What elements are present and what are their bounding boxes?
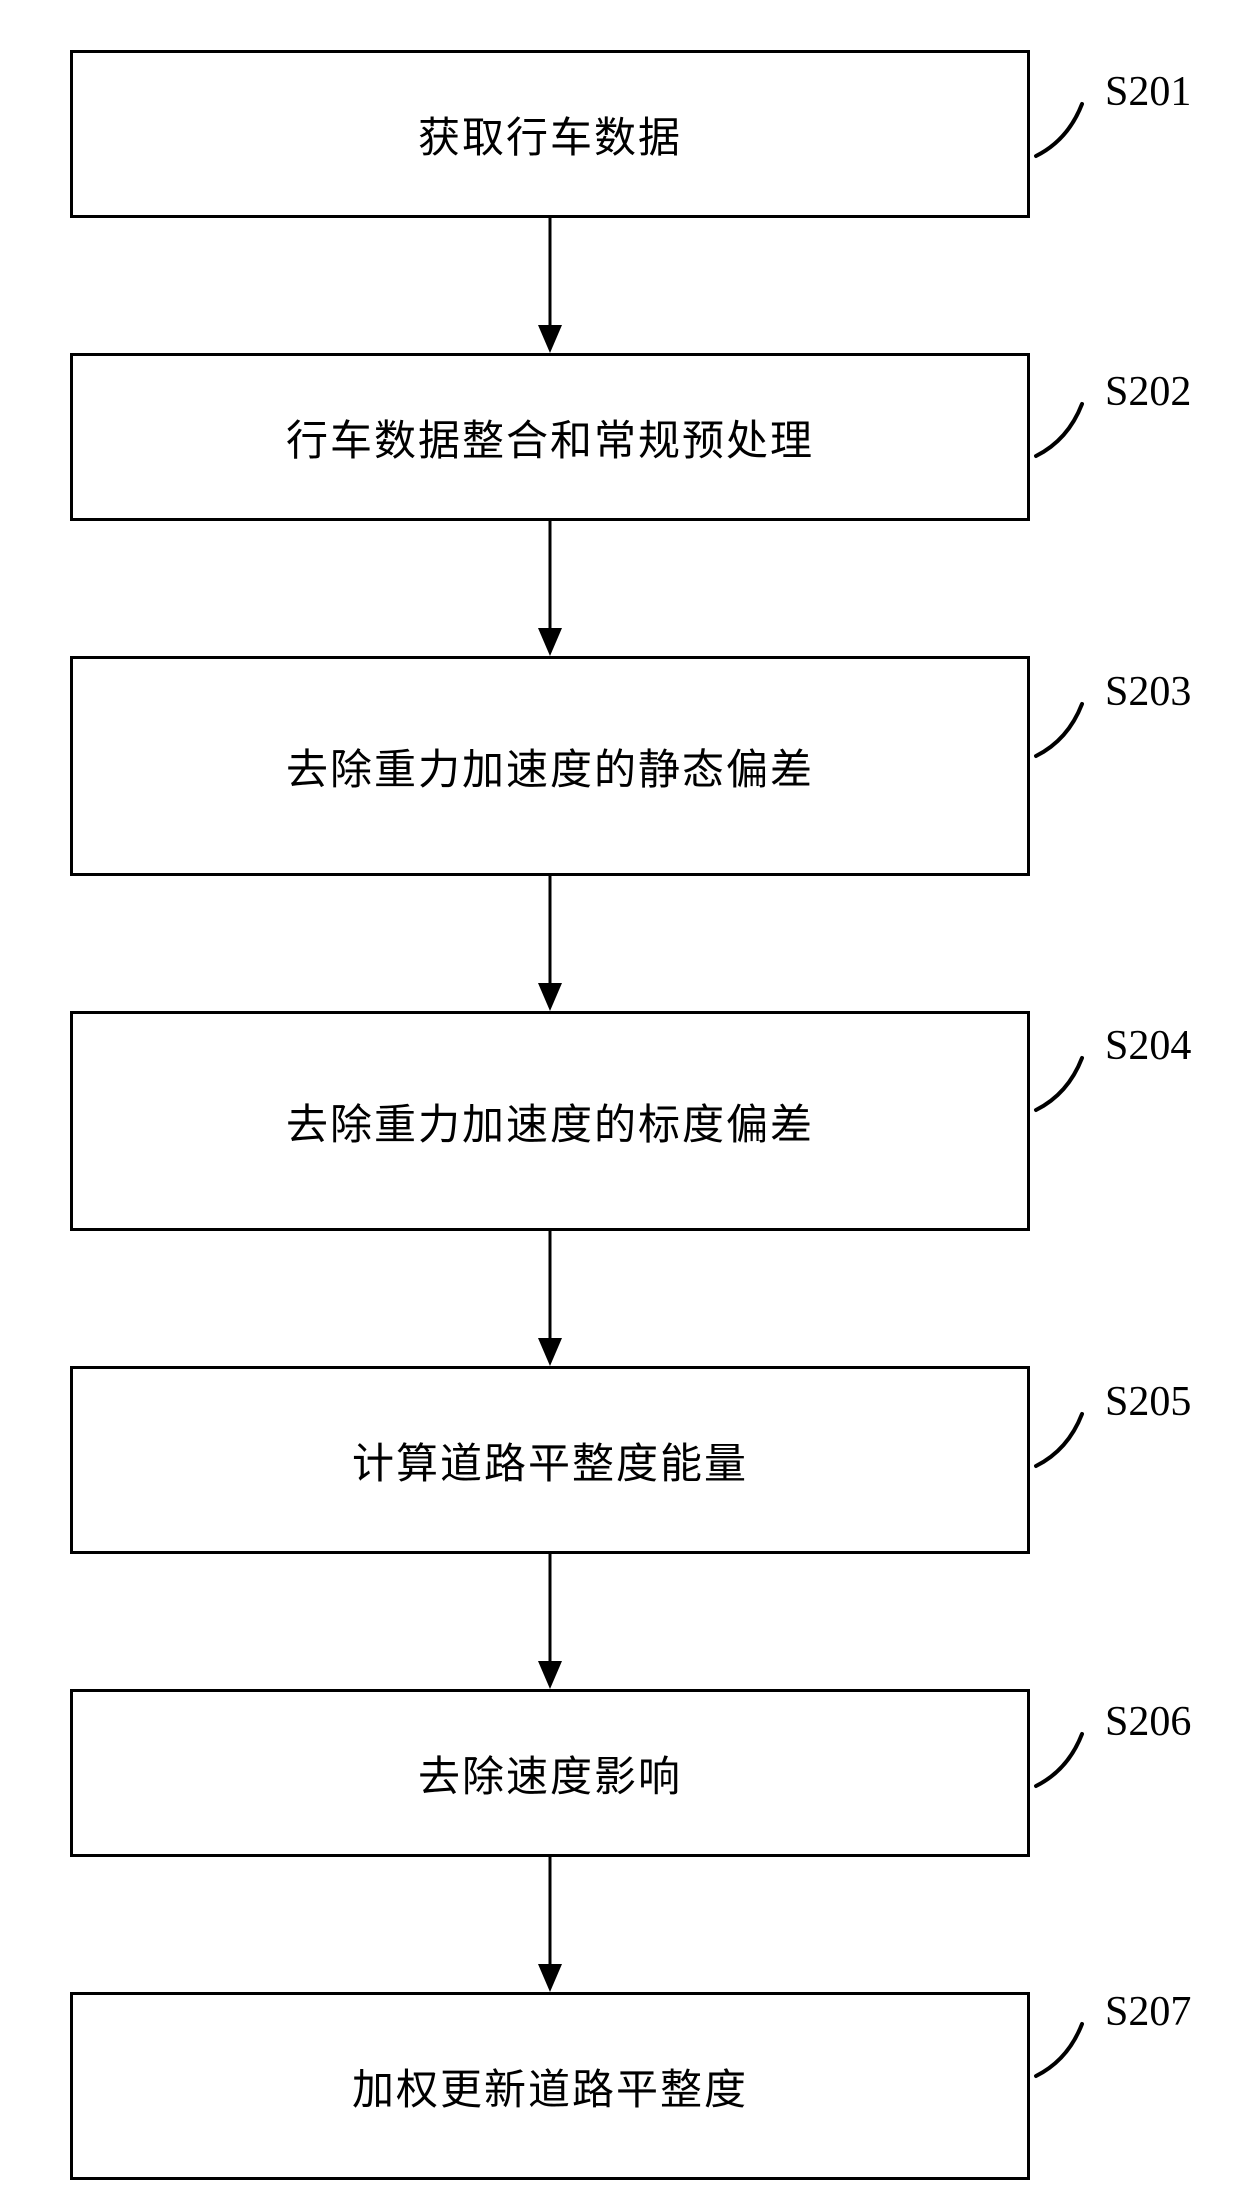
label-connector: [1032, 1410, 1102, 1475]
step-text: 计算道路平整度能量: [352, 1430, 748, 1491]
step-text: 加权更新道路平整度: [352, 2056, 748, 2117]
arrow-container: [70, 876, 1030, 1011]
arrow-container: [70, 1231, 1030, 1366]
label-connector: [1032, 100, 1102, 165]
label-connector-icon: [1032, 1410, 1102, 1470]
flowchart-step-s206: 去除速度影响: [70, 1689, 1030, 1857]
step-label-s202: S202: [1105, 368, 1191, 416]
arrow-container: [70, 1857, 1030, 1992]
arrow-down-icon: [530, 876, 570, 1011]
label-connector-icon: [1032, 700, 1102, 760]
label-connector: [1032, 400, 1102, 465]
label-connector-icon: [1032, 2020, 1102, 2080]
arrow-down-icon: [530, 1857, 570, 1992]
arrow-container: [70, 521, 1030, 656]
step-text: 获取行车数据: [418, 104, 682, 165]
arrow-down-icon: [530, 1554, 570, 1689]
step-text: 去除速度影响: [418, 1743, 682, 1804]
label-connector: [1032, 700, 1102, 765]
flowchart-step-s207: 加权更新道路平整度: [70, 1992, 1030, 2180]
step-text: 去除重力加速度的静态偏差: [286, 736, 814, 797]
step-label-s203: S203: [1105, 668, 1191, 716]
flowchart-container: 获取行车数据行车数据整合和常规预处理去除重力加速度的静态偏差去除重力加速度的标度…: [70, 50, 1030, 2180]
flowchart-step-s204: 去除重力加速度的标度偏差: [70, 1011, 1030, 1231]
arrow-container: [70, 218, 1030, 353]
step-label-s206: S206: [1105, 1698, 1191, 1746]
arrow-container: [70, 1554, 1030, 1689]
step-text: 行车数据整合和常规预处理: [286, 407, 814, 468]
flowchart-step-s201: 获取行车数据: [70, 50, 1030, 218]
label-connector: [1032, 1054, 1102, 1119]
flowchart-step-s205: 计算道路平整度能量: [70, 1366, 1030, 1554]
arrow-down-icon: [530, 521, 570, 656]
arrow-down-icon: [530, 218, 570, 353]
step-label-s201: S201: [1105, 68, 1191, 116]
flowchart-step-s202: 行车数据整合和常规预处理: [70, 353, 1030, 521]
label-connector-icon: [1032, 1054, 1102, 1114]
step-text: 去除重力加速度的标度偏差: [286, 1091, 814, 1152]
label-connector: [1032, 1730, 1102, 1795]
step-label-s205: S205: [1105, 1378, 1191, 1426]
label-connector: [1032, 2020, 1102, 2085]
label-connector-icon: [1032, 1730, 1102, 1790]
label-connector-icon: [1032, 400, 1102, 460]
step-label-s207: S207: [1105, 1988, 1191, 2036]
label-connector-icon: [1032, 100, 1102, 160]
step-label-s204: S204: [1105, 1022, 1191, 1070]
arrow-down-icon: [530, 1231, 570, 1366]
flowchart-step-s203: 去除重力加速度的静态偏差: [70, 656, 1030, 876]
